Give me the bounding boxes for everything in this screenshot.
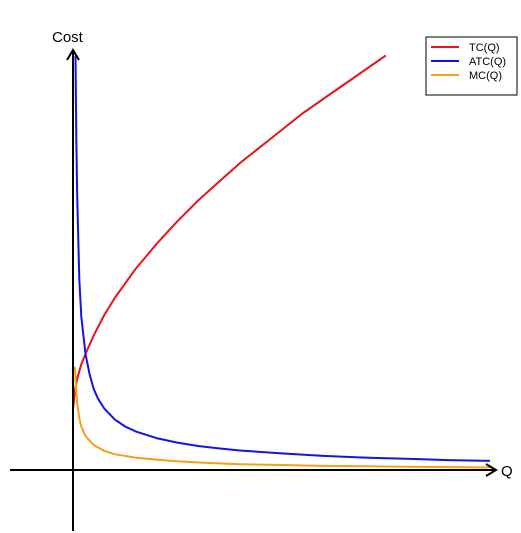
axes: Q Cost [10, 29, 513, 531]
y-axis-arrow-icon [66, 48, 80, 61]
x-axis-arrow-icon [485, 463, 498, 477]
tc-curve [72, 54, 387, 409]
mc-curve [73, 366, 491, 469]
legend-label-atc: ATC(Q) [469, 56, 506, 68]
curves-layer [72, 54, 491, 469]
legend: TC(Q) ATC(Q) MC(Q) [425, 36, 518, 96]
legend-label-tc: TC(Q) [469, 42, 500, 54]
y-axis-label: Cost [52, 29, 84, 46]
atc-curve [74, 55, 491, 462]
legend-label-mc: MC(Q) [469, 70, 502, 82]
x-axis-label: Q [501, 463, 513, 480]
